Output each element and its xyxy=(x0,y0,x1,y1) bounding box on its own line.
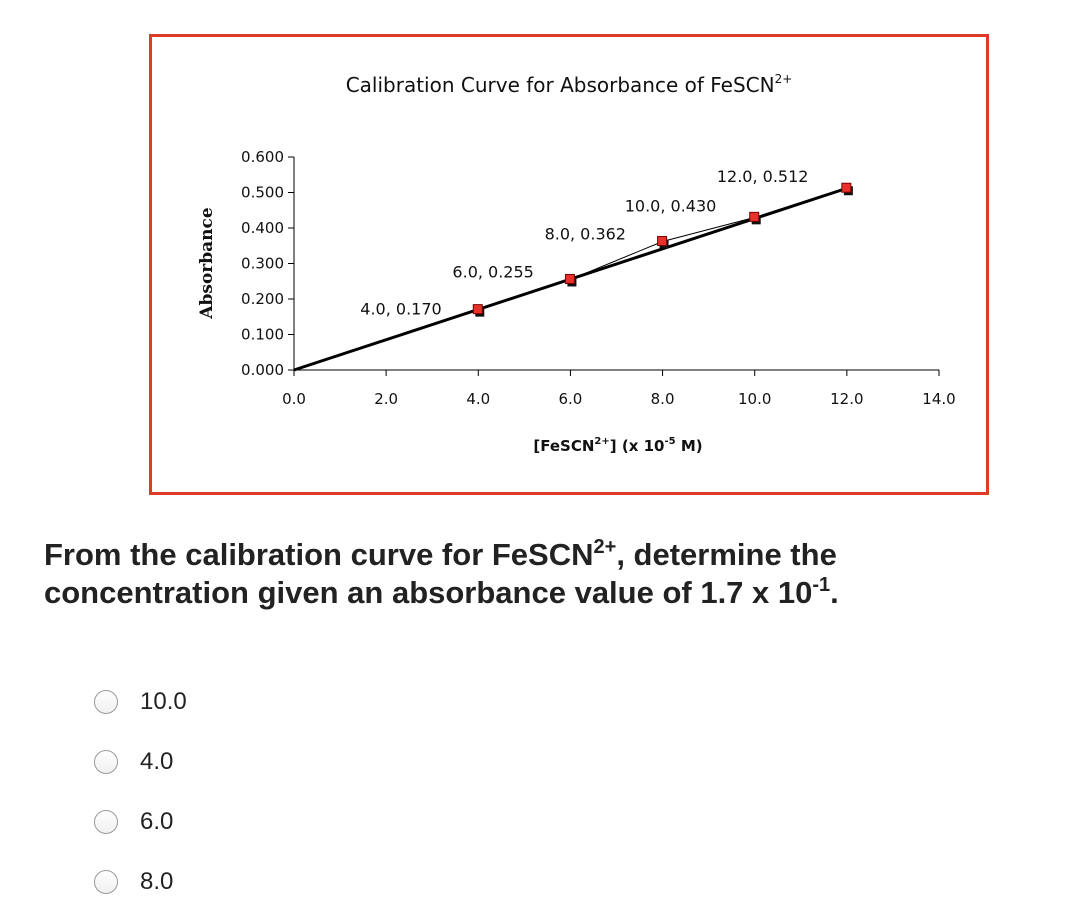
question-line1-superscript: 2+ xyxy=(593,536,617,558)
question-line1-tail: , determine the xyxy=(616,537,837,572)
y-tick-label: 0.000 xyxy=(241,361,284,379)
data-point xyxy=(749,211,760,222)
x-tick-label: 2.0 xyxy=(374,390,398,408)
chart-title-text: Calibration Curve for Absorbance of FeSC… xyxy=(346,73,775,97)
x-tick-label: 10.0 xyxy=(738,390,771,408)
question-line1-text: From the calibration curve for FeSCN xyxy=(44,537,594,572)
data-point xyxy=(472,304,483,315)
data-label: 10.0, 0.430 xyxy=(625,196,717,215)
question-line2: concentration given an absorbance value … xyxy=(44,575,839,610)
x-tick-label: 14.0 xyxy=(922,390,955,408)
y-tick-label: 0.400 xyxy=(241,219,284,237)
question-line2-text: concentration given an absorbance value … xyxy=(44,575,813,610)
answer-option-1[interactable]: 10.0 xyxy=(94,672,494,732)
question-text: From the calibration curve for FeSCN2+, … xyxy=(44,536,1044,612)
calibration-chart: 0.000 0.100 0.200 0.300 0.400 0.500 0.600 0.0 2.… xyxy=(197,72,956,455)
answer-option-label: 10.0 xyxy=(140,688,187,715)
answer-option-label: 8.0 xyxy=(140,868,174,895)
chart-data-labels: 4.0, 0.170 6.0, 0.255 8.0, 0.362 10.0, 0.43… xyxy=(360,167,808,318)
x-tick-label: 12.0 xyxy=(830,390,863,408)
data-label: 8.0, 0.362 xyxy=(545,224,626,243)
answer-options: 10.0 4.0 6.0 8.0 xyxy=(94,672,494,912)
y-tick-label: 0.500 xyxy=(241,184,284,202)
x-axis-title-text: M) xyxy=(676,437,703,455)
data-label: 12.0, 0.512 xyxy=(717,167,809,186)
x-axis-title-superscript: -5 xyxy=(664,436,675,447)
x-axis-title-text: ] (x 10 xyxy=(610,437,665,455)
answer-option-label: 4.0 xyxy=(140,748,174,775)
radio-button[interactable] xyxy=(94,750,118,774)
x-tick-label: 6.0 xyxy=(558,390,582,408)
data-label: 4.0, 0.170 xyxy=(360,300,441,319)
question-line2-superscript: -1 xyxy=(812,574,831,596)
question-line1: From the calibration curve for FeSCN2+, … xyxy=(44,537,837,572)
chart-points xyxy=(472,182,853,317)
y-axis-title: Absorbance xyxy=(197,207,217,320)
y-tick-label: 0.100 xyxy=(241,326,284,344)
radio-button[interactable] xyxy=(94,690,118,714)
answer-option-label: 6.0 xyxy=(140,808,174,835)
x-tick-label: 8.0 xyxy=(651,390,675,408)
x-axis-title-text: [FeSCN xyxy=(533,437,594,455)
radio-button[interactable] xyxy=(94,870,118,894)
chart-title: Calibration Curve for Absorbance of FeSC… xyxy=(346,72,793,97)
answer-option-2[interactable]: 4.0 xyxy=(94,732,494,792)
chart-text: Calibration Curve for Absorbance of FeSC… xyxy=(197,72,792,455)
chart-frame: 0.000 0.100 0.200 0.300 0.400 0.500 0.600 0.0 2.… xyxy=(149,34,989,495)
x-axis-title-superscript: 2+ xyxy=(594,436,609,447)
question-line2-tail: . xyxy=(830,575,839,610)
y-tick-label: 0.600 xyxy=(241,148,284,166)
x-axis-title: [FeSCN2+] (x 10-5 M) xyxy=(533,436,702,455)
x-tick-label: 4.0 xyxy=(466,390,490,408)
y-tick-label: 0.200 xyxy=(241,290,284,308)
data-point xyxy=(564,273,575,284)
data-label: 6.0, 0.255 xyxy=(452,262,533,281)
radio-button[interactable] xyxy=(94,810,118,834)
chart-axes: 0.000 0.100 0.200 0.300 0.400 0.500 0.600 0.0 2.… xyxy=(241,148,956,408)
y-tick-label: 0.300 xyxy=(241,255,284,273)
data-point xyxy=(841,182,852,193)
data-point xyxy=(657,235,668,246)
chart-title-superscript: 2+ xyxy=(775,72,793,86)
x-tick-label: 0.0 xyxy=(282,390,306,408)
answer-option-3[interactable]: 6.0 xyxy=(94,792,494,852)
answer-option-4[interactable]: 8.0 xyxy=(94,852,494,912)
